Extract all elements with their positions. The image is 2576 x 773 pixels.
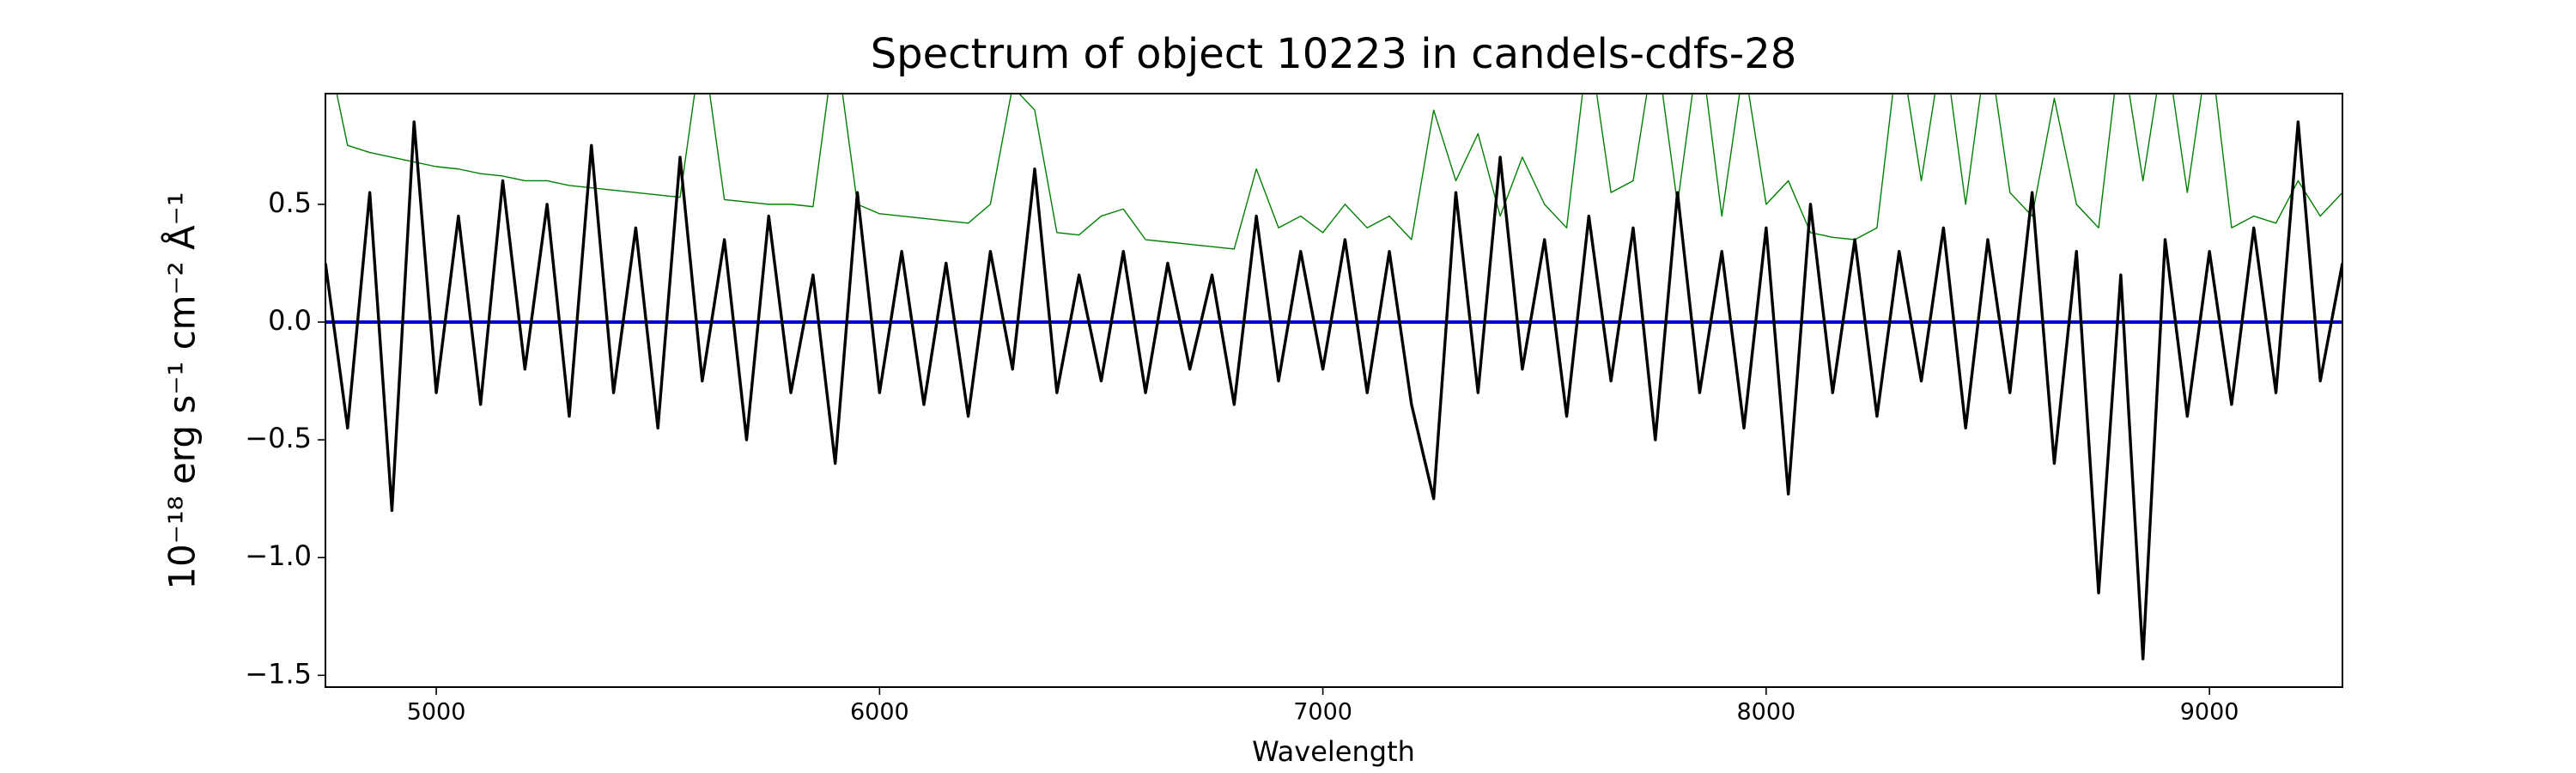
x-tick-label: 5000 <box>407 699 466 726</box>
y-tick-label: −0.5 <box>245 422 312 454</box>
axes-frame <box>325 93 2343 688</box>
x-tick-label: 9000 <box>2180 699 2239 726</box>
x-tick-label: 6000 <box>850 699 909 726</box>
x-tick-label: 8000 <box>1736 699 1795 726</box>
x-axis-label: Wavelength <box>1252 735 1415 768</box>
spectrum-line <box>336 94 2342 250</box>
spectrum-line <box>325 120 2342 660</box>
y-tick-label: 0.5 <box>268 186 312 219</box>
y-tick-label: −1.5 <box>245 657 312 690</box>
y-tick-label: 0.0 <box>268 304 312 337</box>
x-tick-label: 7000 <box>1293 699 1352 726</box>
plot-area <box>325 94 2342 660</box>
y-axis-label: 10⁻¹⁸ erg s⁻¹ cm⁻² Å⁻¹ <box>161 192 204 589</box>
y-tick-label: −1.0 <box>245 539 312 572</box>
chart-title: Spectrum of object 10223 in candels-cdfs… <box>871 30 1797 78</box>
